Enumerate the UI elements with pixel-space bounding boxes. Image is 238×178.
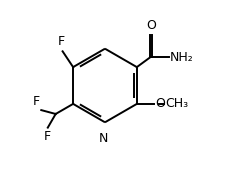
Text: O: O: [146, 19, 156, 32]
Text: F: F: [43, 130, 50, 143]
Text: CH₃: CH₃: [165, 97, 188, 110]
Text: NH₂: NH₂: [170, 51, 194, 64]
Text: N: N: [99, 132, 108, 145]
Text: O: O: [155, 97, 165, 110]
Text: F: F: [32, 95, 40, 108]
Text: F: F: [58, 35, 65, 48]
